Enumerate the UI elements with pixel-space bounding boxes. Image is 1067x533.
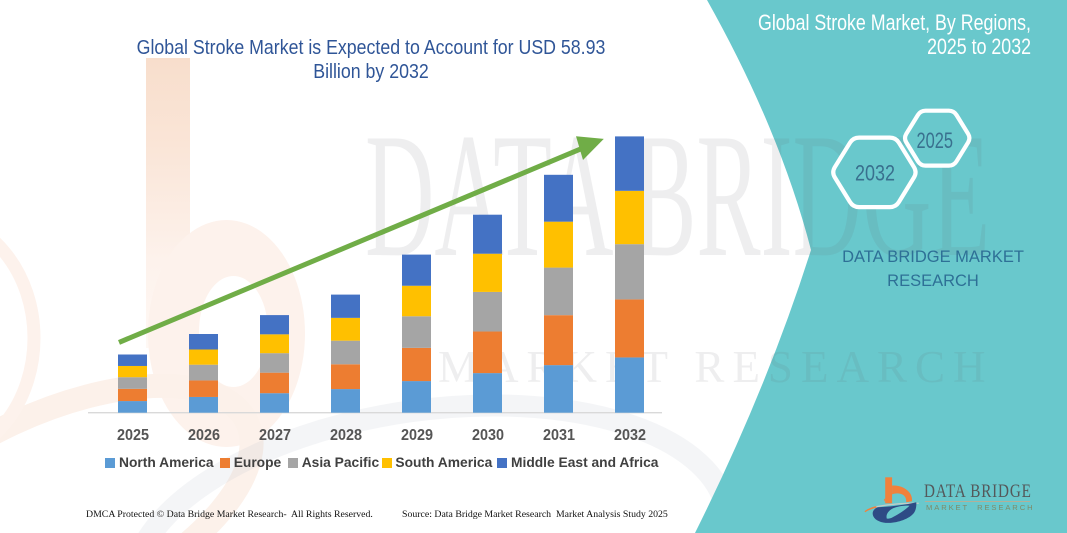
svg-text:2032: 2032 (855, 161, 895, 186)
svg-text:2025: 2025 (917, 128, 954, 153)
